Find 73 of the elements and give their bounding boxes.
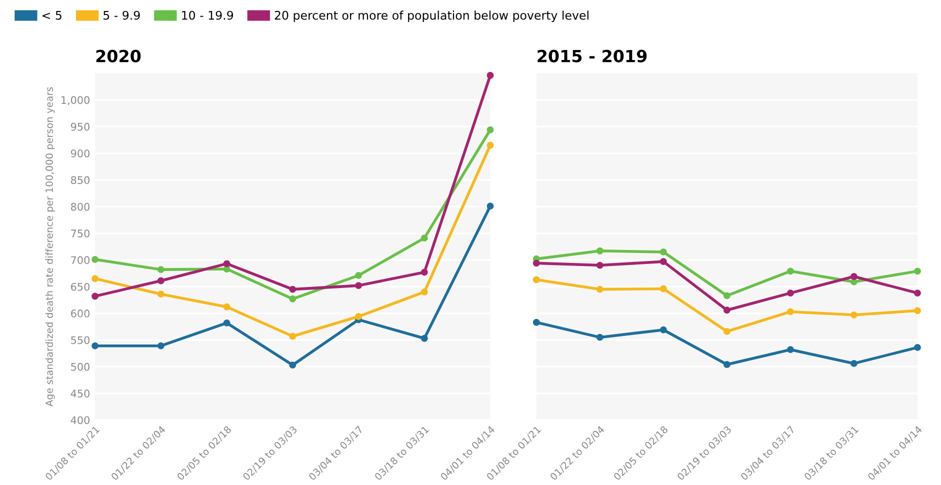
point — [289, 295, 296, 302]
point — [914, 344, 921, 351]
legend-label: 20 percent or more of population below poverty level — [274, 10, 588, 22]
point — [850, 273, 858, 280]
y-tick-label: 550 — [71, 336, 90, 344]
point — [420, 268, 428, 276]
point — [786, 290, 794, 297]
point — [355, 272, 362, 279]
chart-title: 2020 — [96, 50, 141, 62]
point — [486, 72, 494, 79]
y-tick-label: 750 — [71, 230, 90, 238]
point — [596, 334, 604, 341]
point — [289, 286, 296, 293]
y-tick-label: 1,000 — [62, 96, 90, 106]
point — [157, 342, 164, 350]
y-tick-label: 700 — [71, 256, 90, 264]
chart-title: 2015 - 2019 — [538, 50, 647, 62]
y-tick-label: 600 — [71, 310, 90, 318]
y-tick-label: 950 — [70, 122, 90, 131]
point — [914, 307, 921, 314]
point — [786, 268, 794, 275]
point — [723, 292, 730, 300]
point — [420, 334, 428, 342]
point — [223, 260, 230, 268]
point — [289, 332, 296, 340]
point — [596, 262, 604, 269]
y-tick-label: 450 — [70, 390, 90, 398]
point — [723, 361, 730, 368]
legend-label: 10 - 19.9 — [182, 10, 234, 20]
point — [596, 286, 604, 293]
point — [157, 266, 164, 274]
point — [850, 311, 858, 318]
point — [486, 126, 494, 134]
point — [660, 258, 667, 266]
point — [355, 282, 362, 290]
point — [532, 260, 540, 267]
point — [92, 292, 99, 300]
legend-label: 5 - 9.9 — [104, 10, 140, 20]
point — [596, 247, 604, 254]
legend-label: < 5 — [42, 10, 62, 20]
point — [914, 290, 921, 297]
point — [850, 278, 858, 286]
y-tick-label: 500 — [71, 362, 90, 371]
point — [660, 285, 667, 292]
point — [420, 234, 428, 242]
point — [786, 308, 794, 316]
y-tick-label: 800 — [71, 202, 90, 211]
point — [289, 362, 296, 369]
point — [660, 326, 667, 334]
point — [786, 346, 794, 354]
point — [486, 202, 494, 210]
point — [223, 303, 230, 310]
point — [223, 319, 230, 326]
y-tick-label: 650 — [71, 282, 90, 291]
point — [157, 277, 164, 284]
point — [92, 256, 99, 263]
y-tick-label: 850 — [71, 176, 90, 184]
point — [486, 142, 494, 149]
point — [532, 276, 540, 284]
point — [723, 306, 730, 314]
point — [355, 313, 362, 320]
y-axis-title: Age standardized death rate difference per 100,000 person years — [45, 87, 55, 406]
point — [92, 342, 99, 350]
point — [157, 290, 164, 298]
point — [532, 318, 540, 326]
point — [850, 360, 858, 367]
point — [92, 275, 99, 282]
point — [420, 288, 428, 296]
y-tick-label: 900 — [70, 149, 90, 158]
y-tick-label: 400 — [70, 416, 90, 424]
point — [914, 268, 921, 275]
point — [660, 248, 667, 256]
point — [723, 328, 730, 335]
